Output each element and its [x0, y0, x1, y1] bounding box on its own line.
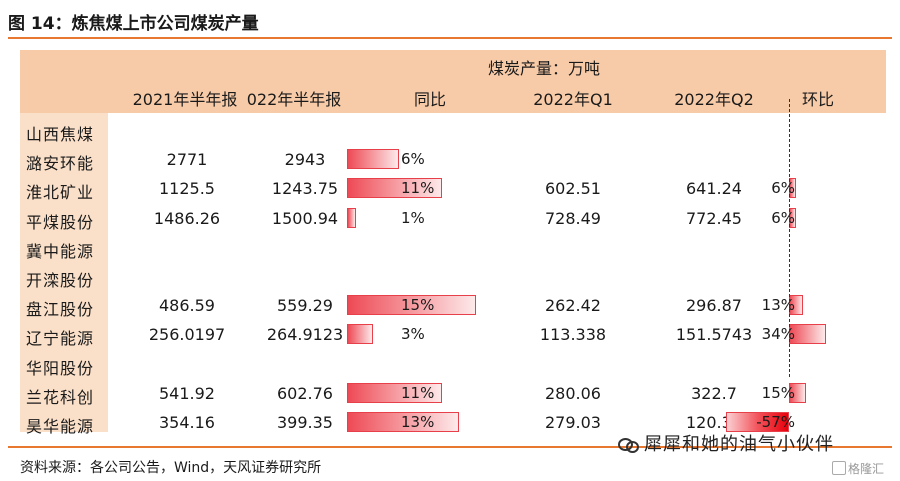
watermark-text: 犀犀和她的油气小伙伴: [644, 434, 834, 455]
data-table: 煤炭产量：万吨 2021年半年报 022年半年报 同比 2022年Q1 2022…: [20, 50, 886, 436]
company-name: 平煤股份: [26, 212, 95, 232]
cell-h1-2022: 1243.75: [271, 179, 339, 199]
cell-h1-2022: 399.35: [277, 413, 333, 432]
source-note: 资料来源：各公司公告，Wind，天风证券研究所: [20, 460, 322, 476]
company-name: 山西焦煤: [26, 125, 95, 144]
brand-icon: [832, 461, 846, 475]
col-header-qoq: 环比: [801, 90, 834, 109]
qoq-label: 6%: [771, 179, 795, 198]
yoy-label: 3%: [401, 325, 425, 344]
bottom-rule: [8, 446, 892, 448]
qoq-label: 15%: [761, 383, 795, 402]
cell-h1-2021: 2771: [166, 150, 208, 170]
cell-h1-2022: 559.29: [277, 296, 333, 316]
qoq-label: 6%: [771, 208, 795, 227]
table-header: 煤炭产量：万吨 2021年半年报 022年半年报 同比 2022年Q1 2022…: [108, 50, 886, 113]
qoq-bar-negative: [726, 412, 789, 432]
col-header-q1-2022: 2022年Q1: [533, 90, 613, 109]
company-name: 兰花科创: [26, 387, 95, 407]
company-name: 开滦股份: [26, 271, 95, 290]
cell-q1-2022: 602.51: [545, 179, 601, 199]
cell-q1-2022: 113.338: [539, 325, 607, 345]
yoy-label: 11%: [401, 179, 435, 198]
cell-q1-2022: 279.03: [545, 413, 601, 432]
company-name: 华阳股份: [26, 358, 95, 378]
yoy-bar: [347, 207, 356, 228]
company-column: [20, 113, 108, 432]
yoy-bar: [347, 324, 373, 345]
yoy-label: 15%: [401, 296, 435, 315]
cell-q2-2022: 641.24: [686, 179, 742, 199]
cell-h1-2021: 256.0197: [148, 325, 226, 345]
company-name: 昊华能源: [26, 417, 95, 436]
cell-h1-2022: 264.9123: [266, 325, 344, 345]
wechat-icon: [618, 436, 639, 453]
company-name: 辽宁能源: [26, 329, 95, 349]
yoy-label: 6%: [401, 150, 425, 169]
qoq-label: 34%: [761, 325, 795, 344]
col-header-h1-2022: 022年半年报: [246, 90, 342, 109]
cell-q2-2022: 322.7: [691, 383, 737, 403]
cell-q1-2022: 262.42: [545, 296, 601, 316]
header-corner: [20, 50, 108, 113]
cell-q1-2022: 728.49: [545, 208, 601, 228]
cell-h1-2021: 354.16: [159, 413, 215, 432]
watermark: 犀犀和她的油气小伙伴: [618, 430, 834, 456]
yoy-bar: [347, 178, 442, 199]
cell-h1-2021: 541.92: [159, 383, 215, 403]
cell-h1-2021: 1486.26: [153, 208, 221, 228]
brand-text: 格隆汇: [848, 462, 885, 476]
cell-q2-2022: 296.87: [686, 296, 742, 316]
company-name: 淮北矿业: [26, 183, 95, 203]
col-header-q2-2022: 2022年Q2: [674, 90, 754, 109]
company-name: 盘江股份: [26, 300, 95, 320]
brand-logo: 格隆汇: [832, 460, 884, 477]
yoy-bar: [347, 412, 459, 432]
cell-h1-2022: 2943: [284, 150, 326, 170]
yoy-bar: [347, 149, 399, 170]
cell-h1-2021: 486.59: [159, 296, 215, 316]
yoy-label: 13%: [401, 413, 435, 431]
figure-title: 图 14：炼焦煤上市公司煤炭产量: [8, 14, 259, 34]
cell-q2-2022: 772.45: [686, 208, 742, 228]
cell-h1-2021: 1125.5: [159, 179, 215, 199]
qoq-zero-axis: [789, 99, 790, 377]
cell-q1-2022: 280.06: [545, 383, 601, 403]
unit-label: 煤炭产量：万吨: [488, 59, 601, 78]
col-header-yoy: 同比: [413, 90, 446, 109]
cell-h1-2022: 1500.94: [271, 208, 339, 228]
company-name: 潞安环能: [26, 154, 95, 174]
top-rule: [8, 37, 892, 39]
yoy-label: 1%: [401, 208, 425, 227]
yoy-bar: [347, 295, 476, 316]
table-body: [108, 113, 886, 432]
qoq-label: 13%: [761, 296, 795, 315]
cell-q2-2022: 151.5743: [675, 325, 753, 345]
cell-h1-2022: 602.76: [277, 383, 333, 403]
yoy-label: 11%: [401, 383, 435, 402]
col-header-h1-2021: 2021年半年报: [132, 90, 238, 109]
qoq-bar: [789, 382, 806, 403]
yoy-bar: [347, 382, 442, 403]
company-name: 冀中能源: [26, 241, 95, 261]
qoq-label: -57%: [756, 413, 795, 431]
